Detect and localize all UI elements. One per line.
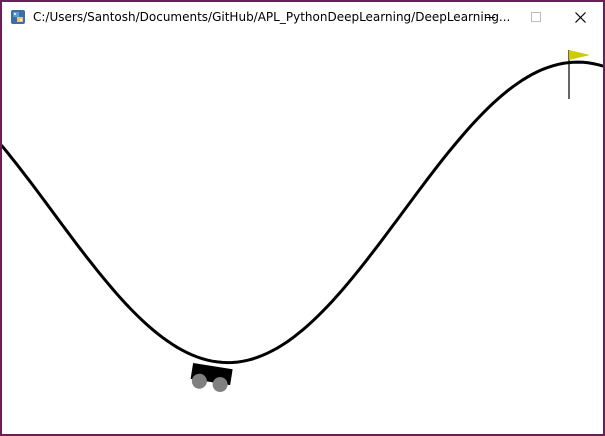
game-canvas[interactable]	[2, 32, 603, 434]
mountain-track	[2, 60, 603, 365]
goal-flag-icon	[569, 50, 590, 60]
close-icon	[574, 11, 586, 23]
minimize-icon	[485, 17, 495, 18]
car-wheel-front	[212, 377, 228, 393]
python-app-icon	[10, 9, 26, 25]
car	[190, 363, 233, 393]
maximize-icon	[531, 12, 541, 22]
maximize-button[interactable]	[513, 2, 559, 32]
close-button[interactable]	[557, 2, 603, 32]
window-title: C:/Users/Santosh/Documents/GitHub/APL_Py…	[33, 10, 511, 24]
title-bar[interactable]: C:/Users/Santosh/Documents/GitHub/APL_Py…	[2, 2, 603, 32]
car-wheel-rear	[191, 373, 207, 389]
minimize-button[interactable]	[467, 2, 513, 32]
